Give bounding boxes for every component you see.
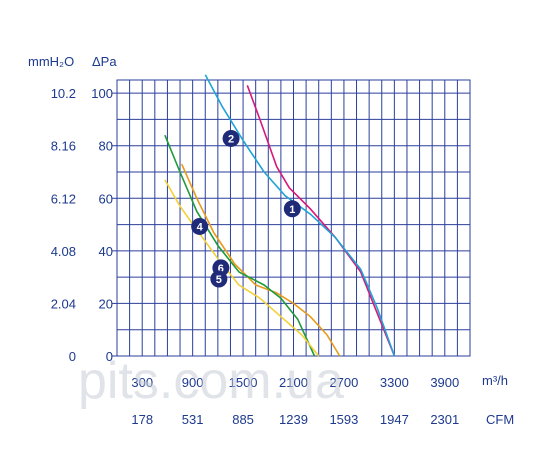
y-tick-label-mmh2o: 2.04 (51, 296, 76, 311)
y-tick-label-pa: 40 (99, 244, 113, 259)
x-tick-label-m3h: 300 (131, 375, 153, 390)
y-tick-label-mmh2o: 8.16 (51, 139, 76, 154)
curve-marker-label: 2 (228, 133, 234, 145)
y-tick-label-pa: 60 (99, 191, 113, 206)
y-tick-label-pa: 0 (106, 349, 113, 364)
x-tick-label-m3h: 1500 (229, 375, 258, 390)
y-axis: mmH₂O ΔPa 0 0 20 2.04 40 4.08 60 6.12 80 8.16 100 10.… (28, 54, 117, 364)
plot-frame (116, 79, 471, 357)
x-tick-label-cfm: 885 (232, 412, 254, 427)
y-tick-label-pa: 80 (99, 139, 113, 154)
curve-marker-label: 6 (218, 263, 224, 275)
y-tick-label-mmh2o: 10.2 (51, 86, 76, 101)
curve-marker-1 (283, 200, 301, 218)
series-line-6 (164, 134, 316, 357)
x-tick-label-cfm: 1593 (329, 412, 358, 427)
grid (116, 79, 471, 357)
x-tick-label-cfm: 531 (182, 412, 204, 427)
y-tick-label-mmh2o: 0 (69, 349, 76, 364)
curve-marker-label: 5 (216, 274, 222, 286)
curve-marker-2 (222, 129, 240, 147)
x-tick-label-m3h: 3300 (380, 375, 409, 390)
series-line-4 (180, 163, 341, 357)
curve-markers: 1 2 4 65 (191, 129, 301, 288)
y-tick-label-mmh2o: 6.12 (51, 191, 76, 206)
curve-marker-4 (191, 217, 209, 235)
curve-marker-label: 4 (197, 221, 204, 233)
curve-marker-5 (210, 270, 228, 288)
watermark-text: pits.com.ua (78, 352, 344, 410)
x-tick-label-cfm: 2301 (430, 412, 459, 427)
y-tick-label-pa: 100 (91, 86, 113, 101)
x-axis: 300 178 900 531 1500 885 2100 1239 2700 1593 3300 1… (131, 373, 514, 427)
x-unit-cfm: CFM (486, 412, 514, 427)
x-tick-label-m3h: 3900 (430, 375, 459, 390)
y-unit-pa: ΔPa (92, 54, 117, 69)
x-tick-label-cfm: 1239 (279, 412, 308, 427)
x-unit-m3h: m³/h (482, 373, 508, 388)
series-line-5 (164, 179, 320, 357)
y-tick-label-mmh2o: 4.08 (51, 244, 76, 259)
x-tick-label-cfm: 178 (131, 412, 153, 427)
x-tick-label-m3h: 2700 (329, 375, 358, 390)
series-line-1 (246, 85, 396, 357)
x-tick-label-m3h: 2100 (279, 375, 308, 390)
x-tick-label-m3h: 900 (182, 375, 204, 390)
y-tick-label-pa: 20 (99, 296, 113, 311)
curve-marker-label: 1 (289, 204, 295, 216)
y-unit-mmh2o: mmH₂O (28, 54, 74, 69)
x-tick-label-cfm: 1947 (380, 412, 409, 427)
series-line-2 (204, 74, 396, 357)
curves (164, 74, 396, 357)
